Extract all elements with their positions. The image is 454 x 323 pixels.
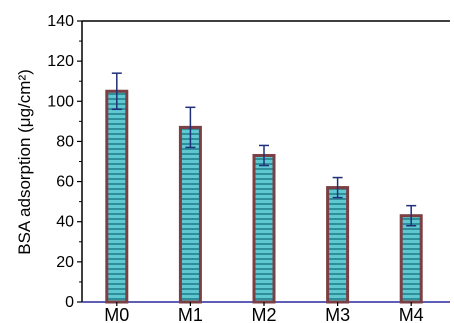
bar-m1 [178, 125, 202, 304]
bar-m2 [252, 153, 276, 304]
bar-m4 [399, 214, 423, 304]
y-tick-label: 20 [56, 254, 74, 271]
y-tick-label: 0 [65, 294, 74, 311]
bar-m3 [326, 186, 350, 304]
error-bar-m4 [406, 204, 417, 227]
x-tick-label: M0 [104, 305, 129, 323]
bar-m0 [105, 89, 129, 304]
y-tick-label: 80 [56, 133, 74, 150]
error-bar-m2 [259, 144, 269, 167]
bars [105, 89, 423, 304]
y-tick-label: 60 [56, 174, 74, 191]
y-tick-label: 140 [47, 13, 74, 30]
x-tick-label: M4 [399, 305, 424, 323]
error-bar-m1 [185, 106, 196, 149]
y-axis-title: BSA adsorption (μg/cm²) [15, 69, 34, 255]
y-tick-label: 100 [47, 93, 74, 110]
y-tick-label: 40 [56, 214, 74, 231]
x-tick-label: M1 [178, 305, 203, 323]
y-axis-ticks: 0 20 40 60 80 100 120 140 [47, 13, 82, 311]
error-bar-m0 [111, 72, 122, 111]
x-tick-label: M3 [325, 305, 350, 323]
error-bars [111, 72, 417, 227]
x-tick-label: M2 [251, 305, 276, 323]
error-bar-m3 [332, 176, 343, 199]
x-axis-labels: M0 M1 M2 M3 M4 [104, 302, 424, 323]
y-tick-label: 120 [47, 53, 74, 70]
